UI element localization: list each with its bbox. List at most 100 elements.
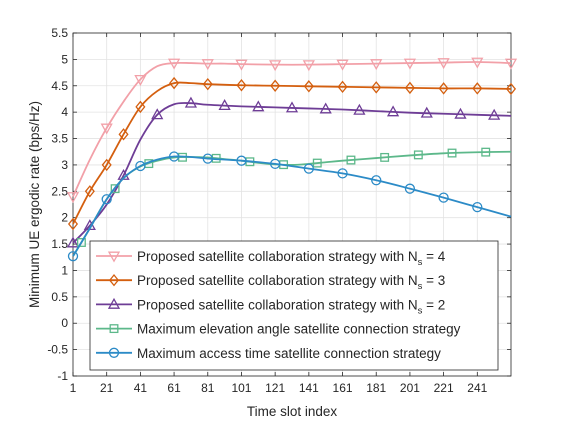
x-tick-label: 241: [467, 381, 487, 395]
y-axis-label: Minimum UE ergodic rate (bps/Hz): [27, 101, 42, 308]
series-point: [346, 155, 356, 165]
series-point: [270, 79, 281, 93]
series-point: [101, 158, 112, 172]
series-point: [386, 105, 400, 117]
series-point: [66, 236, 80, 248]
x-tick-label: 21: [100, 381, 114, 395]
series-point: [67, 251, 79, 262]
x-tick-label: 1: [70, 381, 77, 395]
series-point: [135, 160, 146, 172]
y-tick-label: -1: [57, 369, 68, 383]
legend-swatch-marker: [108, 347, 120, 358]
series-layer: [66, 57, 518, 262]
series-point: [151, 108, 164, 120]
series-point: [201, 59, 214, 71]
legend-label: Proposed satellite collaboration strateg…: [137, 273, 445, 292]
series-point: [488, 108, 501, 120]
y-tick-label: 4.5: [51, 79, 68, 93]
series-point: [236, 155, 247, 166]
series-point: [252, 100, 265, 112]
x-tick-label: 201: [400, 381, 420, 395]
legend-swatch-marker: [109, 324, 119, 334]
y-tick-label: -0.5: [47, 343, 68, 357]
x-tick-label: 61: [167, 381, 181, 395]
series-point: [454, 107, 467, 119]
legend-item: Proposed satellite collaboration strateg…: [96, 297, 445, 316]
series-point: [67, 217, 79, 231]
series-point: [66, 192, 80, 204]
legend-item: Proposed satellite collaboration strateg…: [96, 273, 445, 292]
legend-label: Proposed satellite collaboration strateg…: [137, 297, 445, 316]
series-point: [303, 163, 314, 174]
series-point: [371, 175, 382, 186]
x-tick-label: 41: [134, 381, 148, 395]
y-tick-label: 1.5: [51, 237, 68, 251]
series-point: [202, 153, 213, 164]
series-point: [403, 58, 417, 70]
series-point: [270, 158, 281, 170]
legend-item: Maximum elevation angle satellite connec…: [96, 322, 461, 337]
legend: Proposed satellite collaboration strateg…: [89, 240, 499, 371]
y-tick-label: 5: [61, 52, 68, 66]
y-tick-label: 2: [61, 211, 68, 225]
series-point: [420, 106, 433, 118]
legend-item: Proposed satellite collaboration strateg…: [96, 249, 446, 268]
series-point: [236, 79, 247, 92]
series-point: [302, 60, 315, 72]
series-line: [72, 102, 512, 244]
series-point: [303, 80, 314, 93]
y-tick-label: 2.5: [51, 184, 68, 198]
series-point: [481, 147, 491, 157]
x-tick-label: 161: [333, 381, 353, 395]
series-point: [167, 58, 181, 70]
y-tick-label: 5.5: [51, 26, 68, 40]
plot-border: [72, 32, 512, 377]
series-point: [380, 152, 390, 162]
series-point: [336, 59, 349, 71]
series-point: [285, 101, 299, 113]
y-tick-label: 0: [61, 316, 68, 330]
series-point: [168, 151, 180, 162]
y-tick-label: 3: [61, 158, 68, 172]
series-point: [413, 150, 423, 160]
legend-swatch-marker: [107, 251, 121, 263]
series-point: [312, 158, 322, 168]
series-point: [269, 60, 282, 72]
series-point: [505, 82, 517, 96]
series-point: [135, 100, 146, 114]
series-point: [218, 99, 231, 111]
series-line: [72, 61, 512, 197]
legend-box: [89, 240, 499, 371]
series-point: [337, 80, 348, 94]
x-tick-label: 181: [366, 381, 386, 395]
x-tick-label: 101: [231, 381, 251, 395]
series-point: [370, 59, 383, 71]
series-point: [447, 148, 457, 158]
series-point: [371, 81, 382, 94]
series-point: [110, 184, 120, 194]
series-2: [67, 76, 517, 231]
series-point: [471, 57, 484, 69]
series-point: [100, 123, 113, 135]
x-tick-label: 141: [299, 381, 319, 395]
series-point: [353, 103, 366, 115]
series-point: [235, 59, 248, 71]
series-point: [504, 58, 518, 70]
series-point: [472, 201, 483, 213]
legend-item: Maximum access time satellite connection…: [96, 346, 441, 361]
series-point: [438, 192, 449, 203]
series-point: [472, 82, 483, 95]
series-point: [319, 102, 332, 114]
series-point: [169, 76, 180, 90]
legend-label: Maximum access time satellite connection…: [137, 346, 441, 361]
series-point: [404, 81, 415, 95]
series-point: [437, 58, 450, 70]
legend-swatch-marker: [107, 297, 121, 309]
series-point: [134, 74, 147, 86]
series-point: [337, 168, 348, 179]
y-tick-label: 3.5: [51, 132, 68, 146]
x-tick-label: 221: [434, 381, 454, 395]
series-point: [76, 238, 86, 247]
y-tick-label: 1: [61, 263, 68, 277]
